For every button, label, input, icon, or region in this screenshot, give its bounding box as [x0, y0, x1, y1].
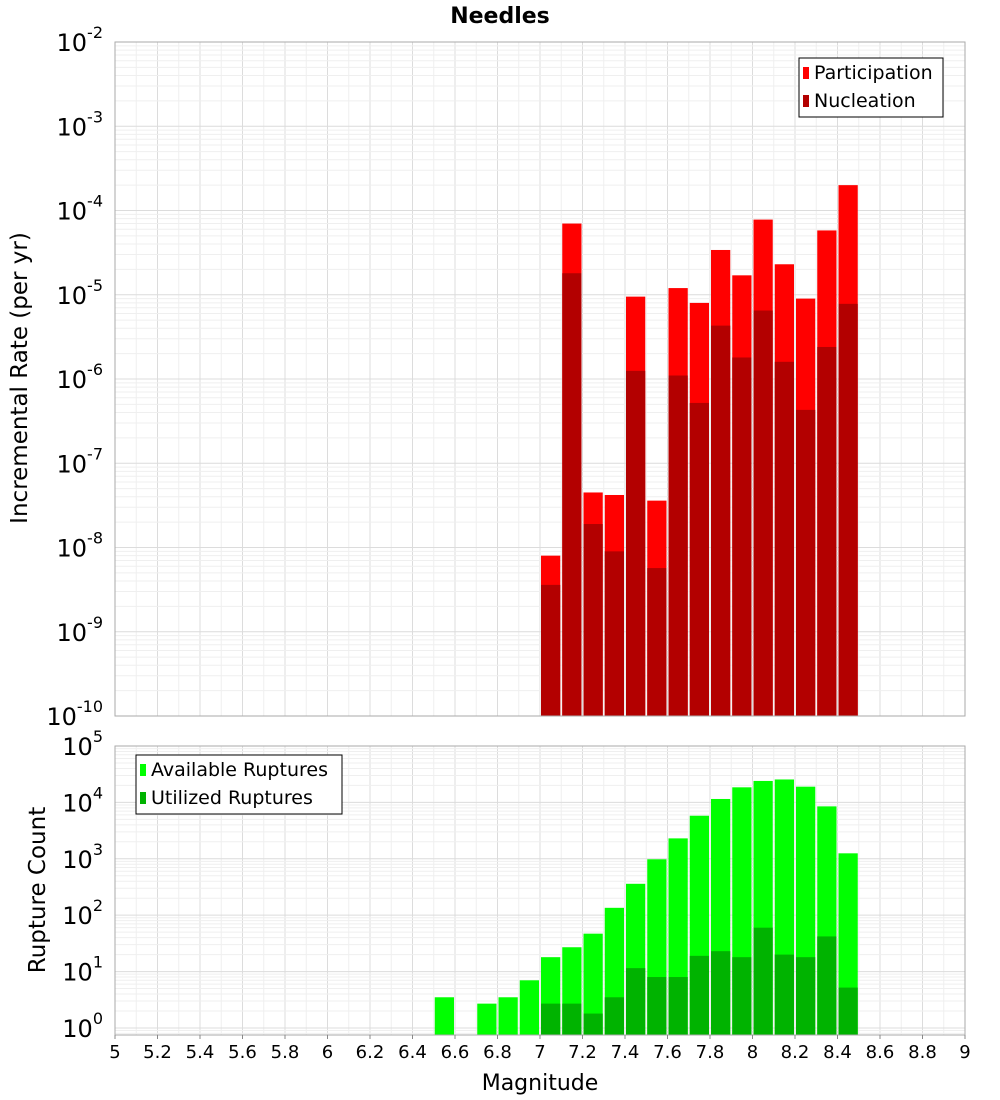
bar-nucleation-8.25: [796, 409, 816, 716]
chart-title: Needles: [450, 4, 550, 29]
x-tick-label: 7.2: [568, 1042, 597, 1063]
x-axis-label: Magnitude: [482, 1071, 599, 1096]
y-tick-label: 100: [62, 1009, 103, 1043]
legend-label-nucleation: Nucleation: [814, 90, 916, 112]
top-y-ticks: 10-10 10-9 10-8 10-7 10-6 10-5 10-4 10-3 10-2: [46, 23, 103, 731]
x-tick-label: 7.6: [653, 1042, 682, 1063]
top-legend-box: [798, 57, 944, 118]
y-tick-label: 10-4: [57, 192, 104, 226]
x-tick-label: 8.2: [781, 1042, 810, 1063]
bar-available-ruptures-6.95: [519, 980, 539, 1035]
top-bars: [541, 185, 858, 717]
bar-available-ruptures-6.75: [477, 1003, 497, 1035]
x-tick-label: 5: [109, 1042, 120, 1063]
x-tick-label: 8.4: [823, 1042, 852, 1063]
bar-utilized-ruptures-8.25: [796, 957, 816, 1035]
bar-utilized-ruptures-8.35: [817, 936, 837, 1035]
top-grid: [114, 41, 966, 717]
bar-nucleation-7.75: [689, 402, 709, 716]
bar-available-ruptures-6.85: [498, 997, 518, 1035]
bar-nucleation-7.95: [732, 357, 752, 716]
bar-nucleation-7.45: [626, 370, 646, 716]
legend-swatch-nucleation: [803, 95, 809, 107]
bottom-plot: 100 101 102 103 104 105 5 5.2 5.4 5.6 5.8 6 6.2 6.4 6…: [62, 727, 970, 1063]
bar-nucleation-7.35: [604, 551, 624, 716]
bar-nucleation-7.15: [562, 273, 582, 716]
y-tick-label: 10-2: [57, 23, 104, 57]
bar-utilized-ruptures-7.85: [711, 951, 731, 1035]
bar-available-ruptures-6.55: [434, 997, 454, 1035]
x-tick-label: 7: [534, 1042, 545, 1063]
bar-utilized-ruptures-8.45: [838, 987, 858, 1035]
y-tick-label: 10-10: [46, 697, 103, 731]
bar-utilized-ruptures-7.75: [689, 955, 709, 1035]
bar-utilized-ruptures-7.45: [626, 968, 646, 1035]
bar-nucleation-7.55: [647, 568, 667, 716]
legend-swatch-utilized: [140, 792, 146, 804]
x-tick-label: 8: [747, 1042, 758, 1063]
y-tick-label: 105: [62, 727, 103, 761]
x-tick-label: 5.4: [186, 1042, 215, 1063]
bar-nucleation-8.15: [774, 361, 794, 716]
top-y-axis-label: Incremental Rate (per yr): [7, 232, 33, 524]
bar-utilized-ruptures-7.15: [562, 1003, 582, 1035]
legend-label-participation: Participation: [814, 62, 933, 84]
x-tick-label: 8.6: [866, 1042, 895, 1063]
bar-utilized-ruptures-7.55: [647, 977, 667, 1035]
x-tick-label: 5.6: [228, 1042, 257, 1063]
y-tick-label: 10-6: [57, 360, 104, 394]
bar-nucleation-8.35: [817, 346, 837, 716]
y-tick-label: 10-8: [57, 529, 104, 563]
x-tick-label: 7.4: [611, 1042, 640, 1063]
legend-label-utilized: Utilized Ruptures: [151, 787, 313, 809]
bottom-bars: [434, 779, 858, 1035]
y-tick-label: 10-5: [57, 276, 104, 310]
bar-nucleation-7.25: [583, 524, 603, 716]
legend-swatch-participation: [803, 67, 809, 79]
y-tick-label: 102: [62, 896, 103, 930]
y-tick-label: 103: [62, 840, 103, 874]
bottom-y-ticks: 100 101 102 103 104 105: [62, 727, 103, 1043]
bar-utilized-ruptures-7.65: [668, 977, 688, 1035]
x-tick-label: 6.2: [356, 1042, 385, 1063]
bottom-legend: Available Ruptures Utilized Ruptures: [135, 754, 343, 815]
bottom-legend-box: [135, 754, 343, 815]
bar-utilized-ruptures-7.05: [541, 1003, 561, 1035]
legend-label-available: Available Ruptures: [151, 759, 328, 781]
top-plot-frame: [114, 41, 966, 717]
bar-utilized-ruptures-7.25: [583, 1013, 603, 1035]
x-tick-label: 7.8: [696, 1042, 725, 1063]
bar-nucleation-7.65: [668, 375, 688, 716]
legend-swatch-available: [140, 764, 146, 776]
y-tick-label: 104: [62, 783, 103, 817]
x-tick-label: 5.2: [143, 1042, 172, 1063]
x-tick-label: 8.8: [908, 1042, 937, 1063]
top-plot: 10-10 10-9 10-8 10-7 10-6 10-5 10-4 10-3 10-2 Pa…: [46, 23, 966, 731]
bar-available-ruptures-7.25: [583, 933, 603, 1035]
bar-utilized-ruptures-8.15: [774, 954, 794, 1035]
bar-nucleation-7.85: [711, 325, 731, 716]
x-tick-label: 6.4: [398, 1042, 427, 1063]
bar-nucleation-8.45: [838, 303, 858, 716]
y-tick-label: 10-9: [57, 613, 104, 647]
bar-utilized-ruptures-7.35: [604, 997, 624, 1035]
bar-utilized-ruptures-8.05: [753, 927, 773, 1035]
x-tick-label: 5.8: [271, 1042, 300, 1063]
x-ticks: 5 5.2 5.4 5.6 5.8 6 6.2 6.4 6.6 6.8 7 7.2 7.4 7.6 7.8 8…: [109, 1035, 971, 1063]
x-tick-label: 6: [322, 1042, 333, 1063]
y-tick-label: 101: [62, 953, 103, 987]
bar-nucleation-7.05: [541, 584, 561, 716]
bar-utilized-ruptures-7.95: [732, 957, 752, 1035]
y-tick-label: 10-3: [57, 107, 104, 141]
x-tick-label: 9: [959, 1042, 970, 1063]
bar-nucleation-8.05: [753, 310, 773, 716]
bottom-y-axis-label: Rupture Count: [25, 807, 51, 973]
x-tick-label: 6.6: [441, 1042, 470, 1063]
x-tick-label: 6.8: [483, 1042, 512, 1063]
y-tick-label: 10-7: [57, 444, 104, 478]
top-legend: Participation Nucleation: [798, 57, 944, 118]
